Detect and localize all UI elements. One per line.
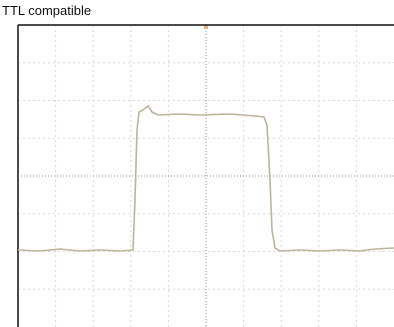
page: TTL compatible (() => { const data = JSO… (0, 0, 394, 327)
center-axes (18, 25, 394, 327)
scope-screen (0, 0, 394, 327)
